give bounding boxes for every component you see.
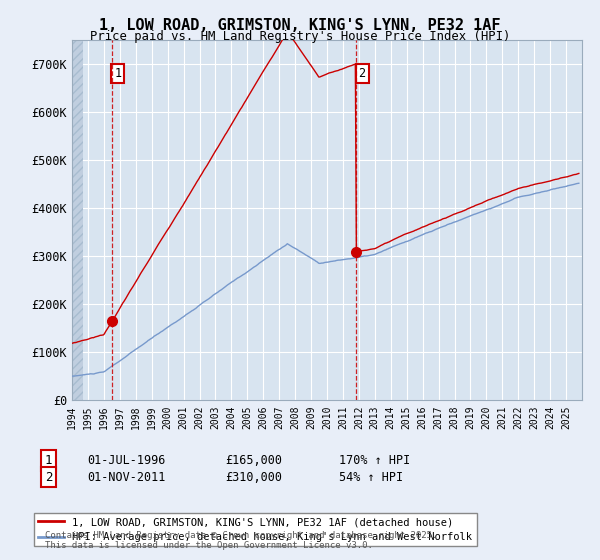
Text: 170% ↑ HPI: 170% ↑ HPI [339, 454, 410, 467]
Text: Price paid vs. HM Land Registry's House Price Index (HPI): Price paid vs. HM Land Registry's House … [90, 30, 510, 43]
Text: 1, LOW ROAD, GRIMSTON, KING'S LYNN, PE32 1AF: 1, LOW ROAD, GRIMSTON, KING'S LYNN, PE32… [99, 18, 501, 33]
Legend: 1, LOW ROAD, GRIMSTON, KING'S LYNN, PE32 1AF (detached house), HPI: Average pric: 1, LOW ROAD, GRIMSTON, KING'S LYNN, PE32… [34, 513, 476, 547]
Text: £165,000: £165,000 [225, 454, 282, 467]
Text: £310,000: £310,000 [225, 470, 282, 484]
Text: 01-JUL-1996: 01-JUL-1996 [87, 454, 166, 467]
Text: 2: 2 [45, 470, 53, 484]
Text: 1: 1 [114, 67, 121, 80]
Text: 54% ↑ HPI: 54% ↑ HPI [339, 470, 403, 484]
Text: 1: 1 [45, 454, 53, 467]
Text: 2: 2 [359, 67, 365, 80]
Text: 01-NOV-2011: 01-NOV-2011 [87, 470, 166, 484]
Text: Contains HM Land Registry data © Crown copyright and database right 2025.
This d: Contains HM Land Registry data © Crown c… [45, 530, 437, 550]
